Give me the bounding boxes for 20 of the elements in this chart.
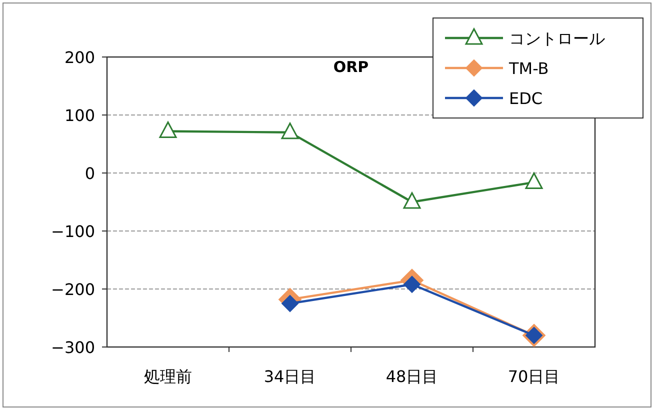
legend-label: EDC xyxy=(509,89,543,108)
legend-label: コントロール xyxy=(509,29,605,48)
x-tick-label: 34日目 xyxy=(264,367,316,386)
point xyxy=(281,122,299,140)
x-tick-label: 処理前 xyxy=(144,367,192,386)
point xyxy=(282,295,298,312)
y-tick-label: 0 xyxy=(84,164,95,183)
x-tick-label: 70日目 xyxy=(508,367,560,386)
point xyxy=(403,192,421,209)
point xyxy=(159,121,177,138)
x-tick-label: 48日目 xyxy=(386,367,438,386)
point xyxy=(525,172,543,190)
y-tick-label: 100 xyxy=(64,106,95,125)
chart-title: ORP xyxy=(333,58,369,76)
y-tick-label: 200 xyxy=(64,48,95,67)
y-tick-label: −300 xyxy=(51,338,95,357)
y-tick-label: −200 xyxy=(51,280,95,299)
legend-label: TM-B xyxy=(508,59,549,78)
y-tick-label: −100 xyxy=(51,222,95,241)
point xyxy=(404,276,420,293)
